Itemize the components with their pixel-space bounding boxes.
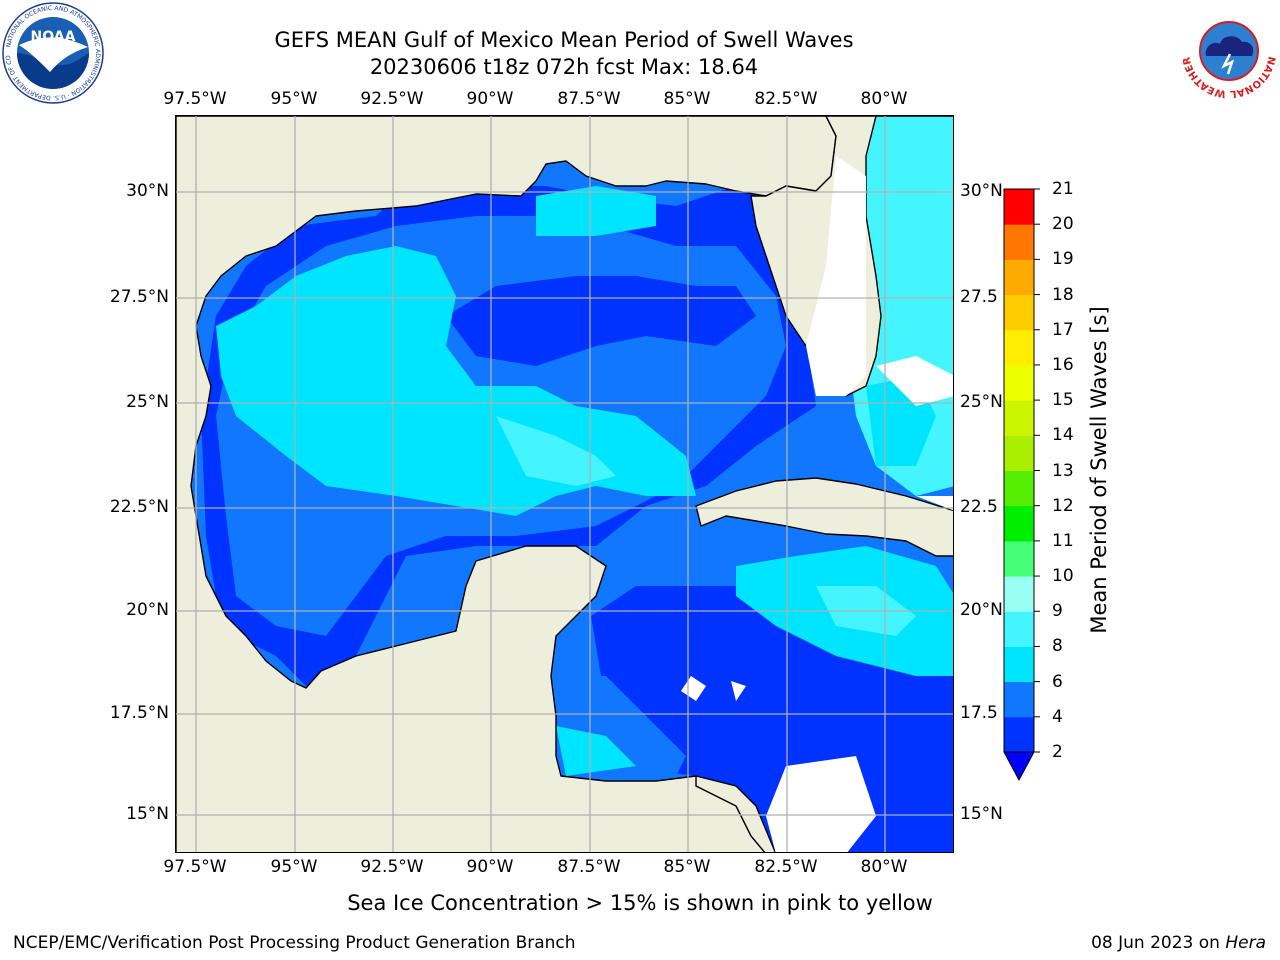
lon-tick-top: 80°W bbox=[860, 89, 908, 109]
lon-tick-bottom: 87.5°W bbox=[557, 857, 621, 877]
colorbar-segment bbox=[1004, 435, 1034, 471]
colorbar-segment bbox=[1004, 470, 1034, 507]
sea-ice-note: Sea Ice Concentration > 15% is shown in … bbox=[0, 891, 1280, 915]
noaa-logo-text: NOAA bbox=[31, 29, 76, 45]
lon-tick-bottom: 97.5°W bbox=[163, 857, 227, 877]
map-canvas bbox=[176, 116, 953, 852]
colorbar-tick-label: 14 bbox=[1052, 425, 1074, 446]
lat-tick-left: 27.5°N bbox=[109, 287, 169, 307]
colorbar-segment bbox=[1004, 505, 1034, 542]
map-panel bbox=[175, 115, 954, 853]
colorbar-tick-label: 17 bbox=[1052, 319, 1074, 340]
swell-cyan-north bbox=[536, 186, 656, 236]
colorbar-tick-label: 12 bbox=[1052, 495, 1074, 516]
honduras-cyan bbox=[556, 726, 636, 776]
colorbar-title: Mean Period of Swell Waves [s] bbox=[1087, 306, 1111, 634]
no-data-areas bbox=[681, 156, 953, 852]
colorbar-segment bbox=[1004, 364, 1034, 401]
lon-tick-bottom: 82.5°W bbox=[754, 857, 818, 877]
lon-tick-top: 82.5°W bbox=[754, 89, 818, 109]
lon-tick-top: 90°W bbox=[466, 89, 514, 109]
lat-tick-right: 15°N bbox=[960, 804, 1003, 824]
lat-tick-left: 20°N bbox=[126, 600, 169, 620]
colorbar-segment bbox=[1004, 224, 1034, 260]
colorbar-tick-label: 13 bbox=[1052, 460, 1074, 481]
machine-name: Hera bbox=[1225, 933, 1266, 953]
colorbar-tick-label: 4 bbox=[1052, 706, 1063, 727]
colorbar-tick-label: 16 bbox=[1052, 354, 1074, 375]
colorbar-segment bbox=[1004, 259, 1034, 296]
colorbar-tick-label: 10 bbox=[1052, 566, 1074, 587]
lat-tick-right: 17.5 bbox=[960, 703, 998, 723]
lat-tick-right: 30°N bbox=[960, 181, 1003, 201]
colorbar-segment bbox=[1004, 716, 1034, 753]
lat-tick-left: 25°N bbox=[126, 392, 169, 412]
colorbar-segment bbox=[1004, 189, 1034, 225]
colorbar bbox=[1003, 188, 1040, 782]
lon-tick-bottom: 80°W bbox=[860, 857, 908, 877]
lon-tick-top: 92.5°W bbox=[360, 89, 424, 109]
colorbar-tick-label: 20 bbox=[1052, 214, 1074, 235]
swell-light-patch bbox=[496, 416, 616, 486]
lon-tick-top: 87.5°W bbox=[557, 89, 621, 109]
colorbar-tick-label: 19 bbox=[1052, 249, 1074, 270]
colorbar-segment bbox=[1004, 294, 1034, 331]
lon-tick-bottom: 85°W bbox=[663, 857, 711, 877]
colorbar-tick-label: 2 bbox=[1052, 742, 1063, 762]
date-stamp: 08 Jun 2023 on Hera bbox=[1091, 933, 1266, 953]
colorbar-extend-arrow bbox=[1003, 751, 1035, 782]
colorbar-tick-label: 8 bbox=[1052, 636, 1063, 657]
colorbar-tick-label: 11 bbox=[1052, 530, 1074, 551]
lat-tick-left: 30°N bbox=[126, 181, 169, 201]
colorbar-segment bbox=[1004, 400, 1034, 436]
lat-tick-right: 27.5 bbox=[960, 287, 998, 307]
colorbar-tick-label: 15 bbox=[1052, 390, 1074, 411]
colorbar-tick-label: 18 bbox=[1052, 284, 1074, 305]
lon-tick-top: 95°W bbox=[270, 89, 318, 109]
lat-tick-right: 25°N bbox=[960, 392, 1003, 412]
colorbar-tick-label: 6 bbox=[1052, 671, 1063, 692]
colorbar-segment bbox=[1004, 646, 1034, 683]
lat-tick-left: 15°N bbox=[126, 804, 169, 824]
colorbar-tick-label: 21 bbox=[1052, 179, 1074, 199]
lon-tick-bottom: 90°W bbox=[466, 857, 514, 877]
colorbar-segment bbox=[1004, 576, 1034, 612]
lon-tick-top: 97.5°W bbox=[163, 89, 227, 109]
lat-tick-right: 22.5 bbox=[960, 497, 998, 517]
lon-tick-bottom: 92.5°W bbox=[360, 857, 424, 877]
nws-logo: NATIONAL WEATHER SERVICE bbox=[1180, 2, 1277, 99]
lat-tick-left: 22.5°N bbox=[109, 497, 169, 517]
date-text: 08 Jun 2023 on bbox=[1091, 933, 1220, 953]
lon-tick-bottom: 95°W bbox=[270, 857, 318, 877]
colorbar-segment bbox=[1004, 611, 1034, 647]
colorbar-tick-label: 9 bbox=[1052, 601, 1063, 622]
sea-ice-note-text: Sea Ice Concentration > 15% is shown in … bbox=[347, 891, 933, 915]
credit-text: NCEP/EMC/Verification Post Processing Pr… bbox=[13, 933, 576, 953]
chart-title: GEFS MEAN Gulf of Mexico Mean Period of … bbox=[274, 28, 854, 52]
colorbar-segment bbox=[1004, 329, 1034, 366]
graticule bbox=[176, 116, 953, 852]
lon-tick-top: 85°W bbox=[663, 89, 711, 109]
chart-subtitle: 20230606 t18z 072h fcst Max: 18.64 bbox=[369, 55, 759, 79]
colorbar-segment bbox=[1004, 681, 1034, 718]
noaa-logo: NATIONAL OCEANIC AND ATMOSPHERIC ADMINIS… bbox=[2, 2, 104, 104]
colorbar-segment bbox=[1004, 540, 1034, 577]
lat-tick-left: 17.5°N bbox=[109, 703, 169, 723]
lat-tick-right: 20°N bbox=[960, 600, 1003, 620]
